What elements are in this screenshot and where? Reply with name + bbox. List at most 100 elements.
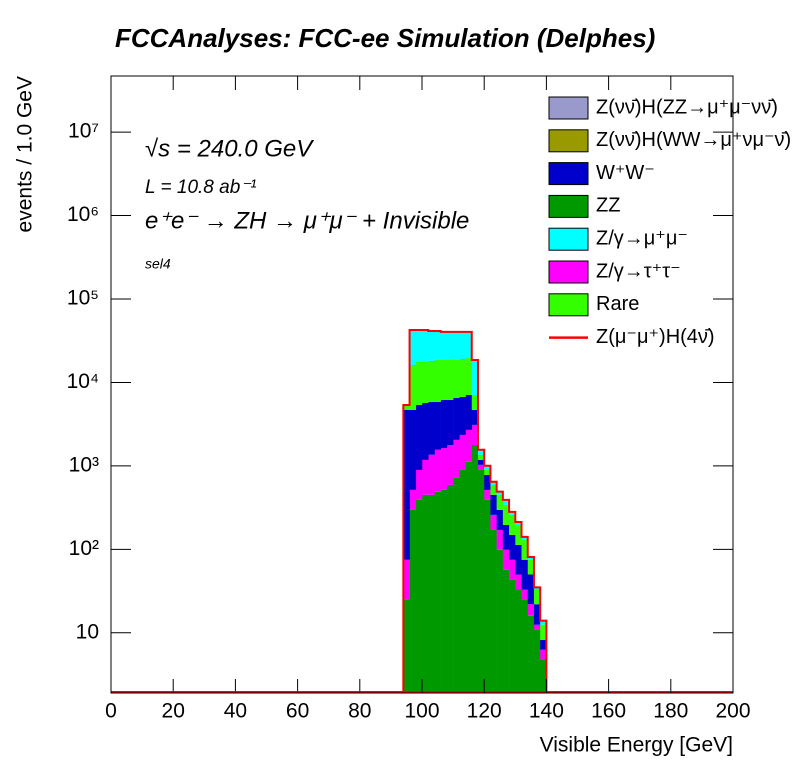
x-tick-label: 200: [715, 700, 750, 723]
histogram-bin: [515, 521, 522, 525]
legend-swatch: [548, 162, 589, 186]
x-tick-label: 0: [105, 700, 117, 723]
annotation: √s = 240.0 GeV: [145, 135, 314, 162]
histogram-bin: [490, 514, 497, 530]
legend-label: Z(μ⁻μ⁺)H(4ν̄): [596, 326, 715, 348]
chart-title: FCCAnalyses: FCC-ee Simulation (Delphes): [115, 23, 655, 53]
histogram-bin: [434, 401, 441, 450]
y-tick-label: 10³: [69, 453, 99, 476]
histogram-bin: [409, 509, 417, 693]
histogram-bin: [490, 484, 497, 495]
y-tick-label: 10⁶: [67, 203, 99, 226]
histogram-bin: [477, 449, 485, 455]
histogram-bin: [434, 449, 441, 492]
legend-swatch: [548, 194, 589, 218]
plot-area: [402, 329, 548, 693]
histogram-bin: [533, 589, 541, 605]
histogram-bin: [477, 464, 485, 470]
x-tick-label: 60: [286, 700, 309, 723]
histogram-bin: [509, 579, 516, 693]
x-axis-label: Visible Energy [GeV]: [540, 734, 733, 757]
histogram-bin: [446, 484, 454, 693]
histogram-bin: [422, 494, 429, 693]
histogram-bin: [496, 494, 504, 510]
histogram-bin: [496, 491, 504, 495]
histogram-bin: [509, 514, 516, 535]
x-tick-label: 160: [591, 700, 626, 723]
histogram-bin: [465, 331, 473, 359]
histogram-bin: [477, 459, 485, 465]
histogram-bin: [521, 536, 529, 540]
histogram-bin: [409, 330, 417, 365]
histogram-bin: [440, 399, 448, 448]
histogram-bin: [496, 509, 504, 530]
histogram-bin: [540, 659, 547, 693]
y-tick-label: 10⁴: [67, 370, 99, 393]
signal-line: [402, 329, 548, 693]
histogram-bin: [509, 559, 516, 580]
histogram-bin: [440, 331, 448, 360]
x-tick-label: 100: [404, 700, 439, 723]
histogram-bin: [409, 489, 417, 510]
histogram-bin: [428, 454, 435, 495]
histogram-bin: [502, 569, 510, 693]
legend-label: Rare: [596, 293, 639, 315]
histogram-bin: [515, 589, 522, 693]
histogram-bin: [428, 330, 435, 361]
histogram-bin: [502, 549, 510, 570]
histogram-bin: [515, 544, 522, 575]
histogram-bin: [527, 556, 535, 560]
histogram-bin: [453, 439, 460, 478]
histogram-bin: [540, 649, 547, 660]
histogram-bin: [459, 358, 466, 397]
histogram-bin: [502, 504, 510, 525]
histogram-bin: [533, 629, 541, 693]
legend-label: Z/γ→μ⁺μ⁻: [596, 227, 688, 249]
histogram-bin: [515, 574, 522, 590]
histogram-bin: [471, 445, 479, 693]
histogram-bin: [459, 331, 466, 359]
histogram-bin: [471, 359, 479, 395]
legend-swatch: [548, 96, 589, 120]
x-tick-label: 120: [467, 700, 502, 723]
histogram-bin: [459, 396, 466, 435]
histogram-bin: [527, 615, 535, 693]
histogram-bin: [540, 640, 547, 650]
histogram-bin: [521, 539, 529, 560]
legend-label: Z/γ→τ⁺τ⁻: [596, 260, 681, 282]
histogram-bin: [428, 360, 435, 402]
histogram-bin: [509, 534, 516, 560]
x-tick-label: 40: [224, 700, 247, 723]
y-tick-label: 10⁵: [67, 287, 99, 310]
histogram-bin: [502, 499, 510, 505]
histogram-bin: [465, 461, 473, 693]
histogram-bin: [446, 359, 454, 400]
histogram-bin: [465, 429, 473, 462]
y-tick-label: 10⁷: [68, 120, 99, 143]
histogram-bin: [428, 494, 435, 693]
histogram-bin: [484, 469, 491, 475]
histogram-bin: [459, 469, 466, 693]
histogram-bin: [453, 331, 460, 360]
legend-label: W⁺W⁻: [596, 162, 655, 184]
histogram-bin: [434, 330, 441, 360]
legend-swatch: [548, 293, 589, 317]
legend: Z(νν̄)H(ZZ→μ⁺μ⁻νν̄) Z(νν̄)H(WW→μ⁺νμ⁻ν̄) W⁺…: [548, 96, 791, 348]
histogram-bin: [415, 361, 423, 405]
histogram-bin: [446, 331, 454, 360]
histogram-bin: [515, 524, 522, 545]
histogram-bin: [440, 359, 448, 400]
histogram-bin: [484, 474, 491, 490]
histogram-bin: [477, 469, 485, 693]
histogram-bin: [403, 559, 410, 600]
histogram-bin: [527, 574, 535, 605]
histogram-bin: [446, 445, 454, 485]
histogram-bin: [527, 604, 535, 616]
histogram-bin: [440, 447, 448, 490]
histogram-bin: [465, 394, 473, 430]
histogram-bin: [422, 459, 429, 495]
histogram-bin: [527, 559, 535, 575]
histogram-bin: [415, 330, 423, 362]
histogram-bin: [422, 402, 429, 460]
